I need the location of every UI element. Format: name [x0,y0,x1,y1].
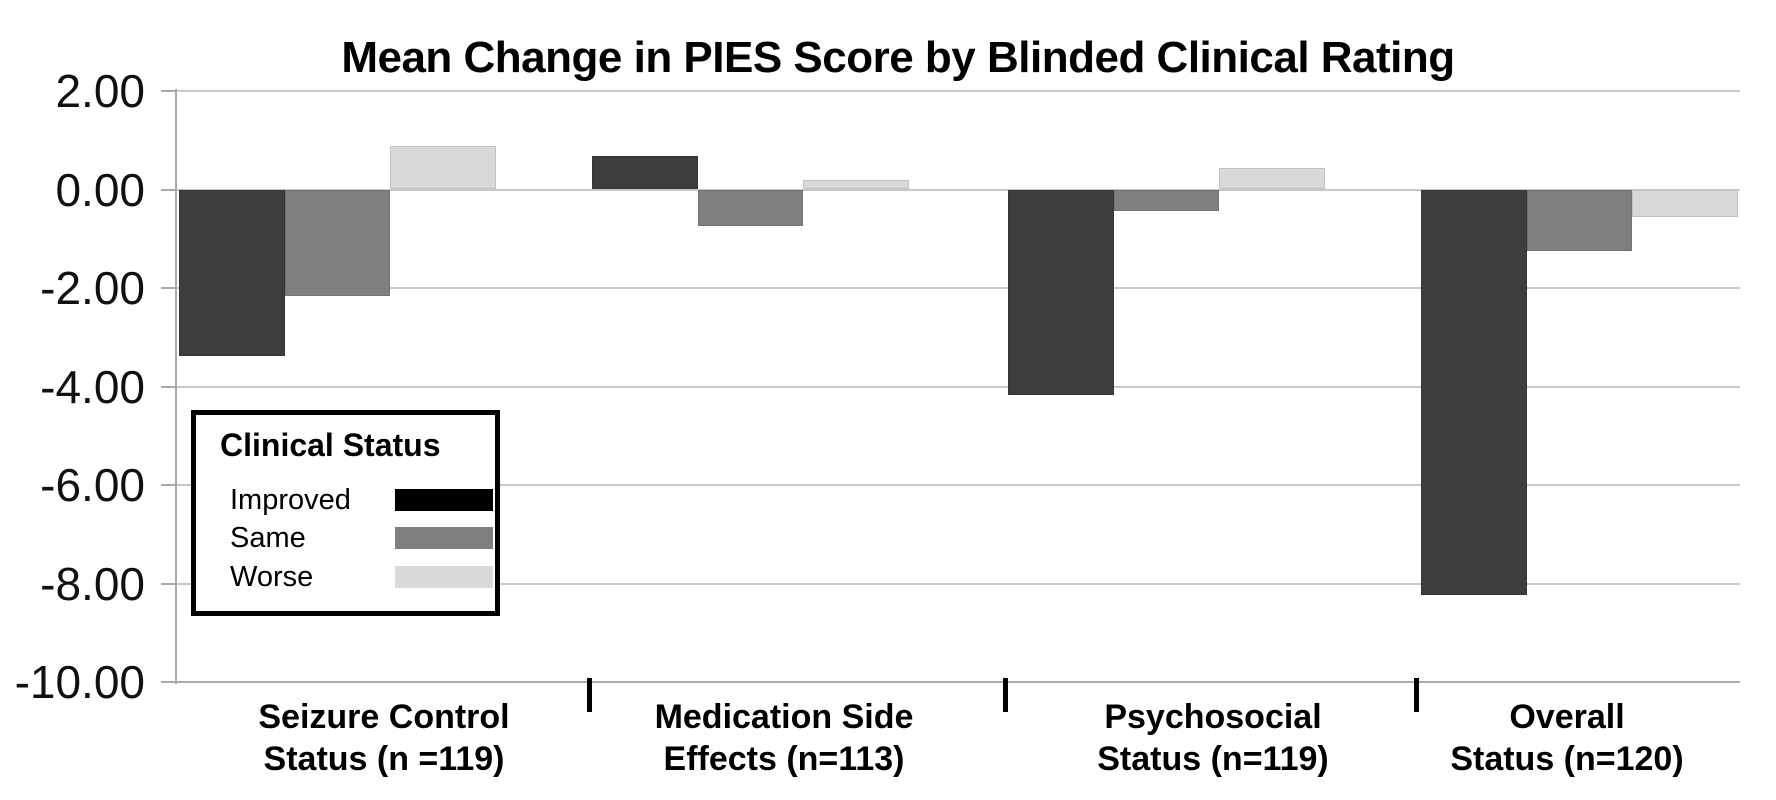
y-axis-label-2.00: 2.00 [55,65,145,117]
gridline-2.00 [176,90,1740,92]
gridline--8.00 [176,582,1740,585]
y-axis-tick--2.00 [161,287,176,289]
y-axis-tick-0.00 [161,188,176,191]
gridline--4.00 [176,385,1740,388]
y-axis-tick-2.00 [161,90,176,92]
legend: Clinical Status Improved Same Worse [191,410,500,616]
x-axis-line [176,681,1740,683]
bar-same-category-3 [1113,189,1219,212]
bar-worse-category-2 [803,180,909,190]
legend-swatch-improved [395,489,493,511]
gridline--2.00 [176,287,1740,289]
category-label-line1: Overall [1509,698,1625,736]
y-axis-label--4.00: -4.00 [40,360,145,413]
y-axis-line [175,89,177,684]
gridline--6.00 [176,484,1740,486]
bar-improved-category-3 [1008,189,1114,396]
bar-improved-category-2 [592,155,698,190]
y-axis-label--2.00: -2.00 [40,262,145,314]
legend-label-same: Same [230,522,306,554]
gridline-0.00 [176,188,1740,191]
category-axis-tick-1 [587,678,592,712]
bar-same-category-2 [697,189,803,226]
category-label-line2: Effects (n=113) [663,740,905,778]
legend-label-improved: Improved [230,484,351,516]
bar-improved-category-1 [179,189,285,356]
category-label-line1: Seizure Control [258,698,510,736]
y-axis-label--10.00: -10.00 [14,656,145,708]
category-label-2: Medication Side Effects (n=113) [574,696,994,780]
category-label-4: Overall Status (n=120) [1357,696,1776,780]
legend-swatch-worse [395,566,493,588]
legend-label-worse: Worse [230,561,314,593]
chart-title: Mean Change in PIES Score by Blinded Cli… [341,33,1455,82]
bar-worse-category-3 [1219,167,1325,190]
category-label-line1: Medication Side [654,698,914,736]
category-label-3: Psychosocial Status (n=119) [1003,696,1423,780]
y-axis-tick--8.00 [161,582,176,585]
bar-worse-category-1 [390,145,496,190]
category-label-line2: Status (n =119) [263,740,505,778]
bar-worse-category-4 [1632,189,1738,218]
category-label-line2: Status (n=119) [1097,740,1329,778]
legend-title: Clinical Status [220,427,441,463]
y-axis-tick--10.00 [161,681,176,683]
category-label-line2: Status (n=120) [1450,740,1684,778]
category-axis-tick-3 [1414,678,1419,712]
y-axis-label-0.00: 0.00 [55,163,145,216]
legend-swatch-same [395,527,493,549]
y-axis-tick--6.00 [161,484,176,486]
y-axis-label--6.00: -6.00 [40,459,145,511]
bar-same-category-4 [1526,189,1632,251]
bar-improved-category-4 [1421,189,1527,596]
category-label-1: Seizure Control Status (n =119) [174,696,594,780]
y-axis-tick--4.00 [161,385,176,388]
y-axis-label--8.00: -8.00 [40,557,145,610]
category-label-line1: Psychosocial [1104,698,1322,736]
category-axis-tick-2 [1003,678,1008,712]
bar-same-category-1 [284,189,390,296]
